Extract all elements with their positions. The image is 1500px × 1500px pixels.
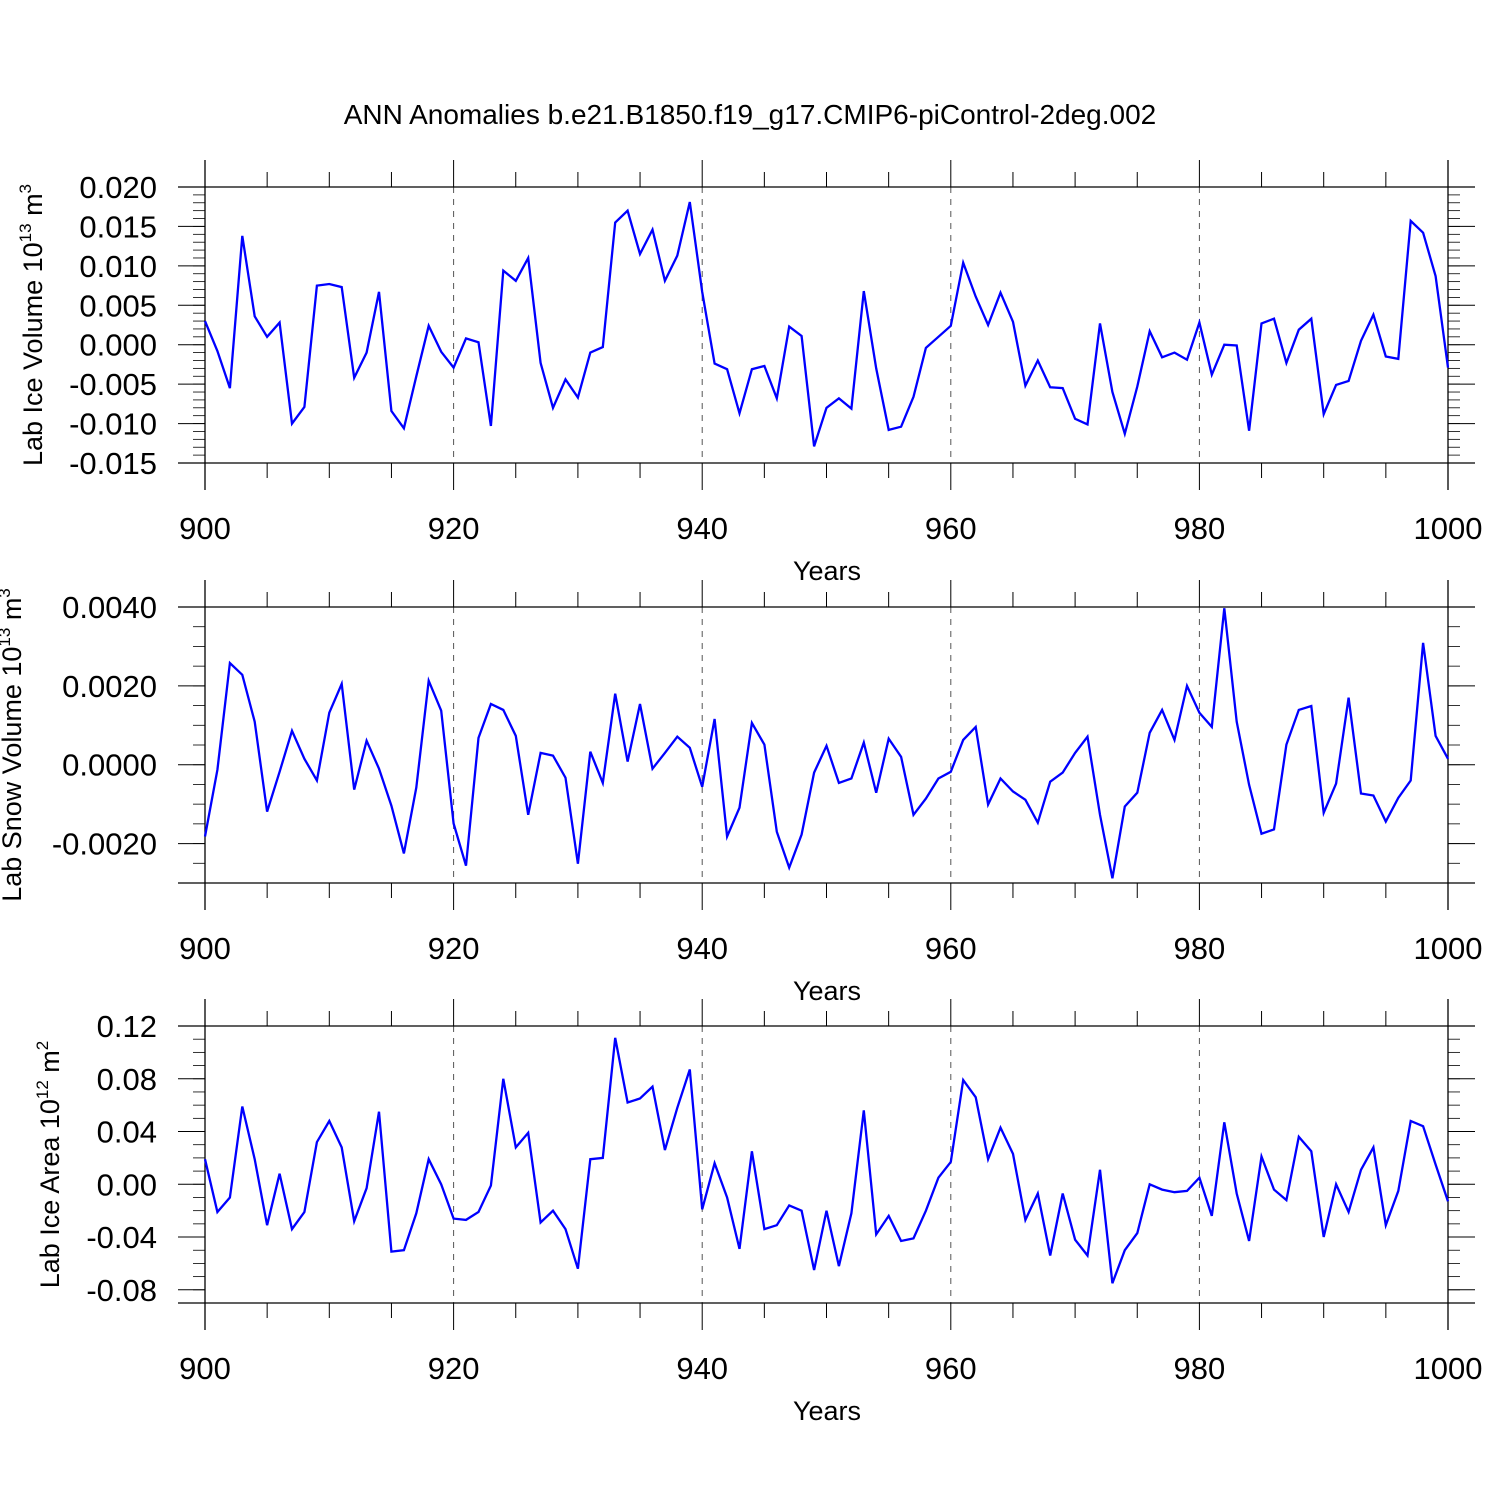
y-axis-label-superscript: 3 — [16, 184, 35, 193]
x-tick-label: 1000 — [1414, 511, 1483, 546]
series-line — [203, 201, 1450, 447]
y-tick-label: 0.000 — [79, 328, 157, 363]
x-tick-label: 960 — [925, 931, 977, 966]
y-tick-label: -0.015 — [69, 446, 157, 481]
y-axis-label-text: Lab Ice Area 10 — [35, 1099, 65, 1288]
panel-2: 900 920 940 960 980 1000 0.0040 0.0020 0.0000 -0.… — [0, 580, 1482, 1006]
y-axis-label-text: m — [18, 193, 48, 223]
x-tick-label: 900 — [179, 511, 231, 546]
y-tick-label: 0.0040 — [62, 590, 157, 625]
series-line — [203, 1037, 1450, 1284]
x-tick-label: 920 — [428, 931, 480, 966]
x-tick-label: 980 — [1174, 931, 1226, 966]
y-tick-label: -0.005 — [69, 367, 157, 402]
y-axis-label-text: Lab Ice Volume 10 — [18, 242, 48, 466]
x-tick-label: 940 — [676, 1351, 728, 1386]
y-tick-label: -0.0020 — [52, 827, 157, 862]
chart-title: ANN Anomalies b.e21.B1850.f19_g17.CMIP6-… — [344, 99, 1157, 130]
y-axis-label-superscript: 13 — [16, 223, 35, 242]
y-tick-label: 0.00 — [97, 1167, 157, 1202]
panel-1: 900 920 940 960 980 1000 0.020 0.015 0.010 0.005 0… — [16, 160, 1482, 586]
y-axis-label-text: Lab Snow Volume 10 — [0, 647, 27, 902]
x-tick-label: 900 — [179, 931, 231, 966]
y-axis-label-superscript: 3 — [0, 588, 14, 597]
x-tick-label: 960 — [925, 511, 977, 546]
x-tick-label: 900 — [179, 1351, 231, 1386]
y-tick-label: 0.020 — [79, 170, 157, 205]
y-tick-label: 0.04 — [97, 1115, 157, 1150]
y-tick-label: 0.015 — [79, 209, 157, 244]
x-tick-label: 920 — [428, 1351, 480, 1386]
y-axis-label-text: m — [35, 1050, 65, 1080]
y-tick-label: -0.04 — [86, 1220, 157, 1255]
y-axis-label: Lab Snow Volume 1013 m3 — [0, 588, 27, 902]
x-tick-label: 920 — [428, 511, 480, 546]
x-tick-label: 1000 — [1414, 931, 1483, 966]
y-tick-label: -0.08 — [86, 1273, 157, 1308]
y-tick-label: -0.010 — [69, 407, 157, 442]
y-axis-label: Lab Ice Volume 1013 m3 — [16, 184, 48, 466]
x-tick-label: 980 — [1174, 1351, 1226, 1386]
x-axis-label: Years — [793, 1396, 861, 1426]
y-axis-label: Lab Ice Area 1012 m2 — [33, 1041, 65, 1289]
y-tick-label: 0.12 — [97, 1009, 157, 1044]
series-line — [203, 608, 1450, 879]
x-tick-label: 980 — [1174, 511, 1226, 546]
y-tick-label: 0.005 — [79, 288, 157, 323]
y-tick-label: 0.0020 — [62, 669, 157, 704]
x-tick-label: 940 — [676, 511, 728, 546]
y-tick-label: 0.08 — [97, 1062, 157, 1097]
y-axis-label-superscript: 13 — [0, 628, 14, 647]
y-tick-label: 0.010 — [79, 249, 157, 284]
panel-3: 900 920 940 960 980 1000 0.12 0.08 0.04 0.00 -0.04… — [33, 999, 1482, 1426]
y-axis-label-superscript: 2 — [33, 1041, 52, 1050]
x-tick-label: 940 — [676, 931, 728, 966]
y-axis-label-superscript: 12 — [33, 1080, 52, 1099]
x-tick-label: 960 — [925, 1351, 977, 1386]
x-tick-label: 1000 — [1414, 1351, 1483, 1386]
x-axis-label: Years — [793, 556, 861, 586]
y-tick-label: 0.0000 — [62, 748, 157, 783]
y-axis-label-text: m — [0, 598, 27, 628]
x-axis-label: Years — [793, 976, 861, 1006]
